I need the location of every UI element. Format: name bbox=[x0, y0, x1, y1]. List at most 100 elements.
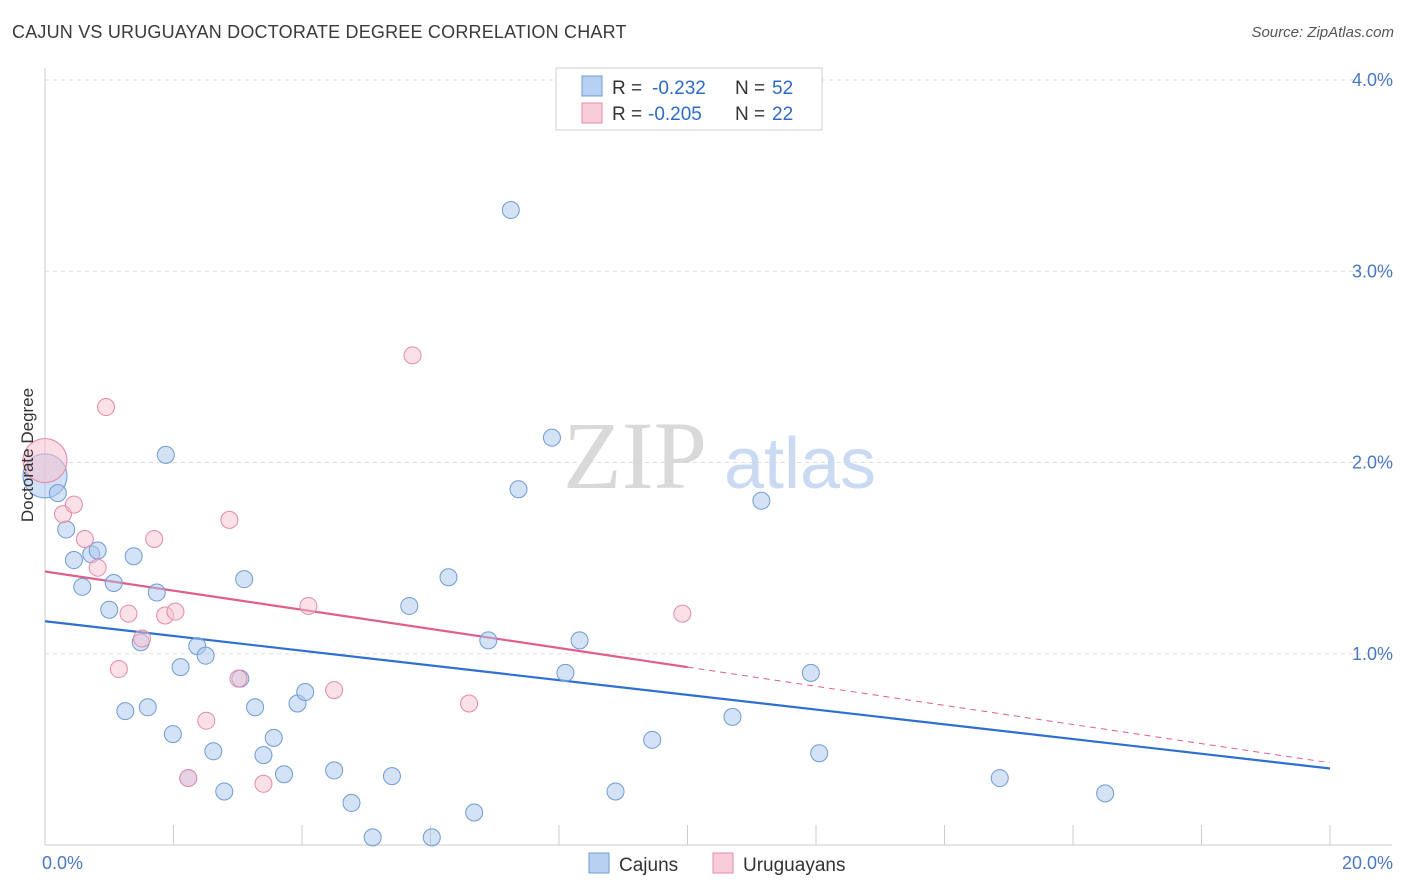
cajun-point-38 bbox=[479, 631, 498, 650]
uruguayan-point-9 bbox=[145, 530, 164, 548]
uruguayan-point-6 bbox=[109, 660, 128, 679]
uruguayan-point-19 bbox=[403, 346, 422, 365]
uruguayan-point-17 bbox=[299, 596, 318, 615]
watermark: ZIP atlas bbox=[563, 402, 876, 509]
cajun-point-39 bbox=[501, 201, 520, 220]
uruguayan-point-16 bbox=[254, 774, 273, 793]
source-label: Source: ZipAtlas.com bbox=[1251, 24, 1394, 41]
uruguayan-point-18 bbox=[325, 681, 344, 700]
cajun-point-21 bbox=[215, 782, 234, 801]
uruguayan-point-12 bbox=[179, 769, 198, 788]
cajun-point-33 bbox=[382, 767, 401, 786]
legend-swatch-cajuns bbox=[581, 75, 603, 97]
cajun-point-27 bbox=[275, 765, 294, 784]
cajun-point-12 bbox=[138, 698, 157, 717]
uruguayan-point-14 bbox=[220, 510, 239, 529]
legend-n-value-0: 52 bbox=[772, 78, 793, 99]
uruguayan-point-4 bbox=[88, 558, 107, 577]
cajun-point-26 bbox=[264, 728, 283, 747]
uruguayan-trend-extension bbox=[687, 666, 1331, 764]
y-tick-labels: 1.0% 2.0% 3.0% 4.0% bbox=[1352, 70, 1393, 664]
cajun-point-15 bbox=[163, 725, 182, 744]
chart-title: CAJUN VS URUGUAYAN DOCTORATE DEGREE CORR… bbox=[12, 22, 627, 42]
uruguayan-point-7 bbox=[119, 604, 138, 623]
cajun-point-24 bbox=[246, 698, 265, 717]
data-points bbox=[22, 201, 1115, 847]
uruguayan-point-8 bbox=[133, 629, 152, 648]
cajun-point-30 bbox=[325, 761, 344, 780]
legend-r-label-1: R = bbox=[612, 104, 642, 125]
uruguayan-point-11 bbox=[166, 602, 185, 621]
cajun-point-23 bbox=[235, 570, 254, 589]
x-tick-labels: 0.0% 20.0% bbox=[42, 853, 1393, 873]
cajun-point-48 bbox=[801, 663, 820, 682]
uruguayan-point-5 bbox=[97, 398, 116, 417]
uruguayan-point-0 bbox=[22, 438, 68, 484]
cajun-point-9 bbox=[116, 702, 135, 721]
stats-legend: R = -0.232 N = 52 R = -0.205 N = 22 bbox=[555, 67, 823, 131]
cajun-point-16 bbox=[171, 658, 190, 677]
cajun-point-13 bbox=[147, 583, 166, 602]
cajun-point-47 bbox=[752, 491, 771, 510]
axes bbox=[44, 68, 1392, 846]
cajun-point-32 bbox=[363, 828, 382, 847]
cajun-point-31 bbox=[342, 793, 361, 812]
legend-r-value-0: -0.232 bbox=[652, 78, 706, 99]
uruguayan-point-20 bbox=[460, 694, 479, 713]
cajun-trend-line bbox=[44, 620, 1331, 770]
cajun-point-40 bbox=[509, 480, 528, 499]
y-tick-label-2: 3.0% bbox=[1352, 261, 1393, 281]
series-legend: Cajuns Uruguayans bbox=[588, 852, 845, 876]
cajun-point-35 bbox=[422, 828, 441, 847]
cajun-point-46 bbox=[723, 707, 742, 726]
y-tick-label-1: 2.0% bbox=[1352, 453, 1393, 473]
y-tick-label-0: 1.0% bbox=[1352, 644, 1393, 664]
watermark-atlas: atlas bbox=[724, 424, 876, 504]
cajun-point-10 bbox=[124, 547, 143, 566]
cajun-point-34 bbox=[400, 596, 419, 615]
legend-r-label-0: R = bbox=[612, 78, 642, 99]
uruguayan-point-21 bbox=[673, 604, 692, 623]
cajun-point-43 bbox=[570, 631, 589, 650]
cajun-point-42 bbox=[556, 663, 575, 682]
legend-r-value-1: -0.205 bbox=[648, 104, 702, 125]
x-tick-label-min: 0.0% bbox=[42, 853, 83, 873]
cajun-point-1 bbox=[48, 484, 67, 503]
cajun-point-49 bbox=[810, 744, 829, 763]
bottom-legend-label-uruguayans: Uruguayans bbox=[743, 855, 845, 876]
legend-n-label-0: N = bbox=[735, 78, 765, 99]
cajun-point-8 bbox=[104, 573, 123, 592]
cajun-point-3 bbox=[64, 551, 83, 570]
cajun-point-19 bbox=[196, 646, 215, 665]
gridlines bbox=[45, 79, 1390, 655]
cajun-point-37 bbox=[465, 803, 484, 822]
watermark-zip: ZIP bbox=[563, 402, 707, 509]
cajun-point-7 bbox=[100, 600, 119, 619]
x-tick-label-max: 20.0% bbox=[1342, 853, 1393, 873]
legend-n-label-1: N = bbox=[735, 104, 765, 125]
cajun-point-51 bbox=[1096, 784, 1115, 803]
uruguayan-point-13 bbox=[197, 711, 216, 730]
cajun-point-36 bbox=[439, 568, 458, 587]
legend-swatch-uruguayans bbox=[581, 102, 603, 124]
cajun-point-29 bbox=[296, 683, 315, 701]
cajun-point-44 bbox=[606, 782, 625, 801]
bottom-legend-swatch-uruguayans bbox=[712, 852, 734, 874]
uruguayan-point-2 bbox=[64, 495, 83, 514]
uruguayan-point-15 bbox=[229, 669, 248, 688]
y-tick-label-3: 4.0% bbox=[1352, 70, 1393, 90]
cajun-point-25 bbox=[254, 746, 273, 765]
cajun-point-20 bbox=[204, 742, 223, 761]
cajun-point-4 bbox=[73, 577, 92, 596]
cajun-point-14 bbox=[156, 445, 175, 464]
y-axis-title: Doctorate Degree bbox=[18, 388, 37, 522]
uruguayan-trend-line bbox=[44, 570, 688, 669]
cajun-point-50 bbox=[990, 769, 1009, 788]
legend-n-value-1: 22 bbox=[772, 104, 793, 125]
bottom-legend-swatch-cajuns bbox=[588, 852, 610, 874]
cajun-point-2 bbox=[57, 520, 76, 539]
cajun-point-45 bbox=[643, 730, 662, 749]
uruguayan-point-3 bbox=[75, 530, 94, 548]
cajun-point-41 bbox=[542, 428, 561, 447]
